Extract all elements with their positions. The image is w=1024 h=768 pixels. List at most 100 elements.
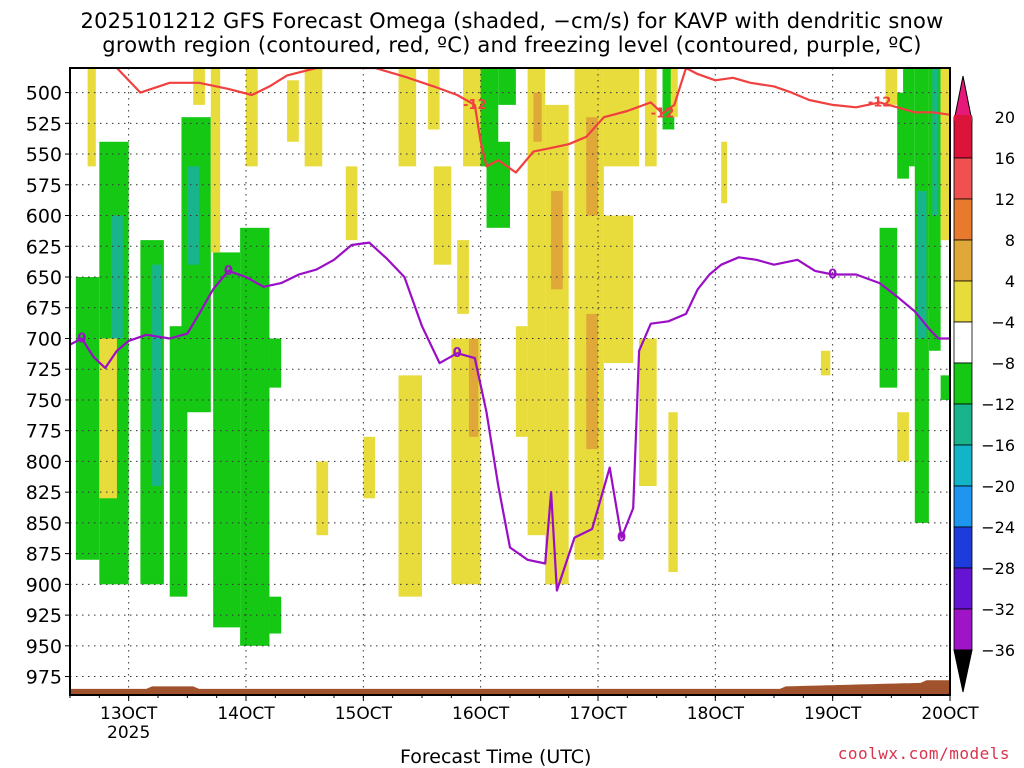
x-tick-label: 17OCT [569,704,627,724]
y-tick-label: 525 [26,113,62,135]
freezing-level-contour [70,241,950,592]
colorbar-band [953,608,973,651]
omega-region [603,68,640,167]
y-tick-label: 950 [26,636,62,658]
omega-region [210,68,221,253]
omega-region [662,68,675,130]
colorbar-band [953,403,973,446]
colorbar-band [953,280,973,323]
omega-region [345,166,358,241]
colorbar-label: 20 [995,108,1015,127]
colorbar-label: −4 [991,313,1015,332]
x-tick-label: 13OCT [100,704,158,724]
omega-region [885,68,898,105]
omega-region [644,68,657,167]
colorbar-band [953,485,973,528]
colorbar-label: −16 [981,436,1015,455]
colorbar-label: −20 [981,477,1015,496]
y-tick-label: 625 [26,236,62,258]
colorbar-label: 8 [1005,231,1015,250]
colorbar-band [953,362,973,405]
omega-region [187,166,200,265]
credit-link[interactable]: coolwx.com/models [837,744,1010,763]
omega-region [639,338,657,486]
y-tick-label: 700 [26,328,62,350]
contours [70,68,950,592]
colorbar-label: 12 [995,190,1015,209]
omega-region [940,68,950,241]
omega-region [213,252,241,628]
y-tick-label: 925 [26,605,62,627]
y-tick-label: 675 [26,298,62,320]
omega-region [603,215,634,364]
x-tick-label: 16OCT [452,704,510,724]
omega-shading [75,68,950,646]
omega-region [498,68,516,105]
omega-region [427,68,440,130]
chart-title-line2: growth region (contoured, red, ºC) and f… [102,33,922,57]
y-tick-label: 975 [26,667,62,689]
x-tick-label: 15OCT [335,704,393,724]
colorbar-band [953,526,973,569]
colorbar-label: −12 [981,395,1015,414]
colorbar-label: −32 [981,600,1015,619]
omega-region [468,338,479,437]
x-tick-label: 19OCT [804,704,862,724]
freezing-level-contour-label: 0 [617,531,626,546]
y-tick-label: 575 [26,175,62,197]
omega-region [515,326,528,437]
omega-region [269,338,282,388]
y-tick-label: 875 [26,544,62,566]
y-tick-label: 550 [26,144,62,166]
colorbar-label: −8 [991,354,1015,373]
dgz-contour-minus12-label: -12 [463,98,487,113]
x-tick-label: 18OCT [687,704,745,724]
omega-region [903,68,915,167]
grid-lines [70,68,951,695]
colorbar-band [953,157,973,200]
y-tick-label: 600 [26,206,62,228]
y-tick-label: 775 [26,421,62,443]
dgz-contour-minus12-label: -12 [651,106,675,121]
dgz-contour-minus12 [116,68,950,174]
y-tick-label: 825 [26,482,62,504]
omega-region [721,141,728,204]
dgz-contour-minus12-label: -12 [868,95,892,110]
omega-region [152,264,162,486]
omega-region [75,277,100,560]
colorbar: 20 16 12 8 4 −4 −8 −12 −16 −20 −24 −28 −32 −36 [953,75,1015,693]
omega-region [897,412,909,462]
colorbar-label: −36 [981,641,1015,660]
omega-region [586,313,598,450]
ground-surface [70,680,950,695]
omega-region [398,68,417,167]
y-tick-label: 650 [26,267,62,289]
omega-region [940,375,950,400]
omega-region [668,412,678,573]
colorbar-band [953,567,973,610]
x-axis-title: Forecast Time (UTC) [400,746,592,768]
ground-band [70,680,950,695]
freezing-level-contour-label: 0 [453,346,462,361]
y-tick-label: 500 [26,83,62,105]
y-tick-label: 850 [26,513,62,535]
omega-region [932,68,939,216]
x-tick-sublabel: 2025 [107,723,150,743]
y-tick-label: 800 [26,451,62,473]
y-tick-label: 750 [26,390,62,412]
y-tick-label: 900 [26,574,62,596]
colorbar-label: 16 [995,149,1015,168]
contour-labels: -12 -12 -12 0 0 0 0 0 [77,95,891,545]
colorbar-band [953,116,973,159]
colorbar-top-arrow [953,75,973,122]
freezing-level-contour-label: 0 [224,264,233,279]
x-tick-label: 14OCT [217,704,275,724]
x-tick-label: 20OCT [921,704,979,724]
omega-region [99,338,117,499]
chart-title-line1: 2025101212 GFS Forecast Omega (shaded, −… [80,9,944,33]
omega-region [670,68,678,118]
freezing-level-contour-label: 0 [828,268,837,283]
omega-region [363,436,376,499]
